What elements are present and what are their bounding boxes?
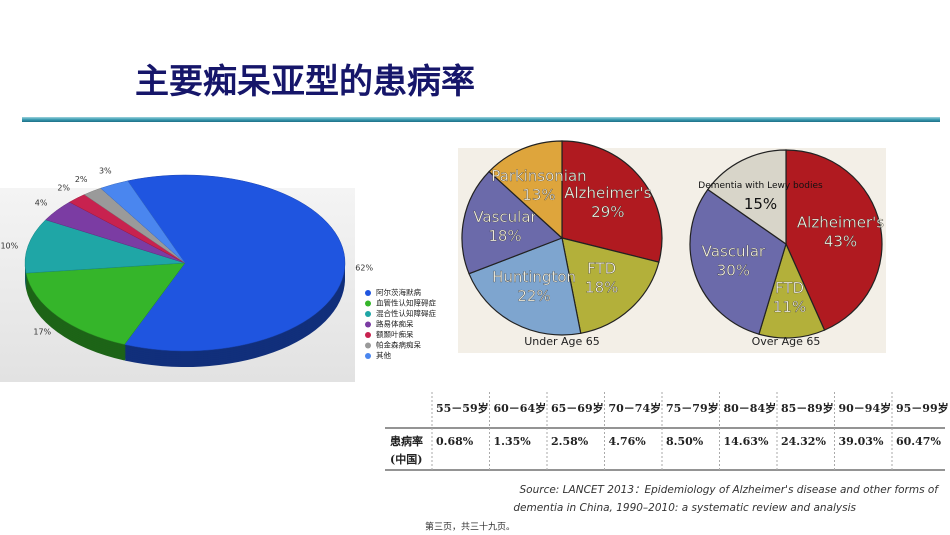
pie-slice [24, 219, 186, 274]
pie-slice [488, 140, 563, 240]
legend-label: 混合性认知障碍症 [376, 308, 436, 318]
value-label: 15% [744, 195, 777, 213]
column-header: 95－99岁 [896, 401, 949, 415]
table: 55－59岁 0.68% 60－64岁 1.35% 65－69岁 2.58% 70－74岁 4… [385, 390, 949, 472]
value-label: 2% [75, 175, 88, 184]
category-label: Huntington [492, 268, 576, 286]
pie-slice [124, 174, 346, 352]
legend-label: 路易体痴呆 [376, 319, 414, 329]
legend-label: 阿尔茨海默病 [376, 287, 421, 297]
column-header: 85－89岁 [781, 401, 834, 415]
value-label: 22% [517, 287, 550, 305]
column-header: 55－59岁 [436, 401, 489, 415]
column-header: 60－64岁 [494, 401, 547, 415]
column-header: 70－74岁 [609, 401, 662, 415]
column-header: 80－84岁 [724, 401, 777, 415]
column-header: 65－69岁 [551, 401, 604, 415]
category-label: Vascular [473, 208, 537, 226]
pie-slice [100, 180, 186, 264]
value-label: 62% [355, 264, 373, 273]
legend-label: 帕金森病痴呆 [376, 340, 421, 350]
value-label: 4% [35, 198, 48, 207]
legend-label: 血管性认知障碍症 [376, 298, 436, 308]
pie-slice [461, 170, 564, 275]
column-header: 75－79岁 [666, 401, 719, 415]
table-cell: 24.32% [781, 435, 826, 448]
category-label: Alzheimer's [564, 184, 651, 202]
table-cell: 2.58% [551, 435, 589, 448]
legend-swatch [365, 342, 371, 349]
table-cell: 0.68% [436, 435, 474, 448]
legend-swatch [365, 332, 371, 338]
category-label: Parkinsonian [491, 167, 586, 185]
table-cell: 14.63% [724, 435, 769, 448]
source-line: dementia in China, 1990–2010: a systemat… [513, 502, 856, 514]
legend-label: 其他 [376, 350, 391, 360]
pie-slice [758, 242, 826, 339]
table-cell: 39.03% [839, 435, 884, 448]
pie-slice [706, 149, 787, 246]
chart-title: Over Age 65 [752, 335, 821, 348]
value-label: 30% [717, 261, 750, 279]
category-label: FTD [587, 260, 616, 278]
table-cell: 1.35% [494, 435, 532, 448]
table-background [385, 390, 945, 472]
row-label: (中国) [390, 452, 422, 466]
pie-slice [25, 262, 186, 345]
table-cell: 60.47% [896, 435, 941, 448]
value-label: 18% [488, 227, 521, 245]
pie-slice [468, 237, 582, 336]
category-label: Alzheimer's [797, 213, 884, 231]
legend-swatch [365, 321, 371, 328]
pie-slice [785, 149, 883, 331]
chart-title: Under Age 65 [524, 335, 600, 348]
footer: 第三页，共三十九页。 [425, 521, 515, 533]
category-label: Dementia with Lewy bodies [698, 181, 823, 191]
slide-title: 主要痴呆亚型的患病率 [135, 62, 475, 102]
value-label: 29% [591, 203, 624, 221]
row-label: 患病率 [390, 434, 423, 448]
value-label: 10% [0, 241, 18, 250]
legend-swatch [365, 290, 371, 296]
pie-slice [561, 140, 663, 263]
column-header: 90－94岁 [839, 401, 892, 415]
value-label: 43% [824, 232, 857, 250]
pie-slice [561, 237, 660, 334]
category-label: FTD [775, 279, 804, 297]
legend-swatch [365, 353, 371, 359]
value-label: 11% [773, 298, 806, 316]
title-rule [22, 117, 940, 122]
table-cell: 8.50% [666, 435, 704, 448]
value-label: 13% [522, 186, 555, 204]
legend-label: 额颞叶痴呆 [376, 329, 414, 339]
value-label: 17% [33, 327, 51, 336]
value-label: 18% [585, 279, 618, 297]
value-label: 2% [57, 183, 70, 192]
legend-swatch [365, 311, 371, 317]
value-label: 3% [99, 166, 112, 175]
legend-swatch [365, 300, 371, 307]
category-label: Vascular [702, 242, 766, 260]
source-line: Source: LANCET 2013：Epidemiology of Alzh… [520, 484, 941, 496]
pie-slice [689, 188, 787, 335]
table-cell: 4.76% [609, 435, 647, 448]
